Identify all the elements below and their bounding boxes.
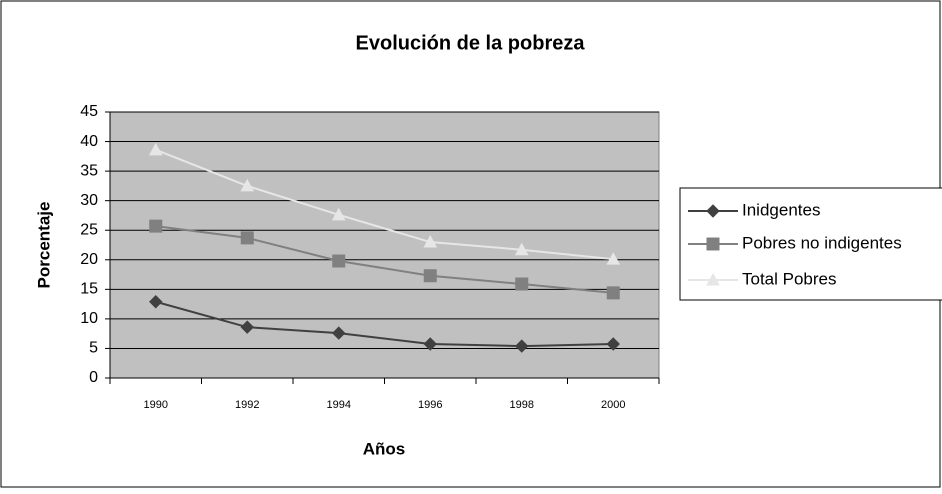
data-point bbox=[606, 252, 621, 265]
data-point bbox=[149, 295, 163, 309]
y-tick-label: 0 bbox=[89, 369, 98, 386]
data-point bbox=[240, 178, 255, 192]
x-tick-label: 1990 bbox=[144, 399, 168, 411]
legend-marker bbox=[706, 237, 720, 251]
y-tick-label: 10 bbox=[80, 310, 98, 327]
x-tick-label: 1992 bbox=[235, 399, 259, 411]
x-axis-label: Años bbox=[363, 439, 406, 458]
data-point bbox=[514, 242, 529, 256]
data-point bbox=[606, 286, 620, 300]
y-tick-label: 25 bbox=[80, 221, 98, 238]
y-tick-label: 30 bbox=[80, 192, 98, 209]
data-point bbox=[240, 231, 254, 245]
data-point bbox=[149, 219, 163, 233]
y-tick-label: 35 bbox=[80, 162, 98, 179]
x-tick-label: 1994 bbox=[327, 399, 351, 411]
legend-label: Inidgentes bbox=[742, 200, 820, 219]
y-tick-label: 45 bbox=[80, 103, 98, 120]
legend-marker bbox=[706, 204, 720, 218]
y-tick-label: 5 bbox=[89, 340, 98, 357]
legend-label: Pobres no indigentes bbox=[742, 233, 902, 252]
data-point bbox=[515, 277, 529, 291]
y-tick-label: 40 bbox=[80, 133, 98, 150]
x-tick-label: 2000 bbox=[601, 399, 625, 411]
y-tick-label: 20 bbox=[80, 251, 98, 268]
series-line bbox=[155, 148, 614, 261]
x-tick-label: 1996 bbox=[418, 399, 442, 411]
y-tick-label: 15 bbox=[80, 281, 98, 298]
series-line bbox=[155, 300, 614, 348]
chart-title: Evolución de la pobreza bbox=[356, 32, 586, 54]
data-point bbox=[240, 320, 254, 334]
data-point bbox=[148, 142, 163, 156]
data-point bbox=[515, 339, 529, 353]
y-axis-label: Porcentaje bbox=[34, 202, 53, 289]
data-point bbox=[331, 207, 346, 221]
legend-marker bbox=[706, 272, 720, 286]
legend-label: Total Pobres bbox=[742, 269, 837, 288]
data-point bbox=[332, 326, 346, 340]
data-point bbox=[423, 235, 438, 248]
plot-area bbox=[109, 111, 660, 379]
series-line bbox=[155, 225, 614, 294]
data-point bbox=[332, 254, 346, 268]
data-point bbox=[423, 337, 437, 351]
x-tick-label: 1998 bbox=[510, 399, 534, 411]
data-point bbox=[606, 337, 620, 351]
data-point bbox=[423, 269, 437, 283]
